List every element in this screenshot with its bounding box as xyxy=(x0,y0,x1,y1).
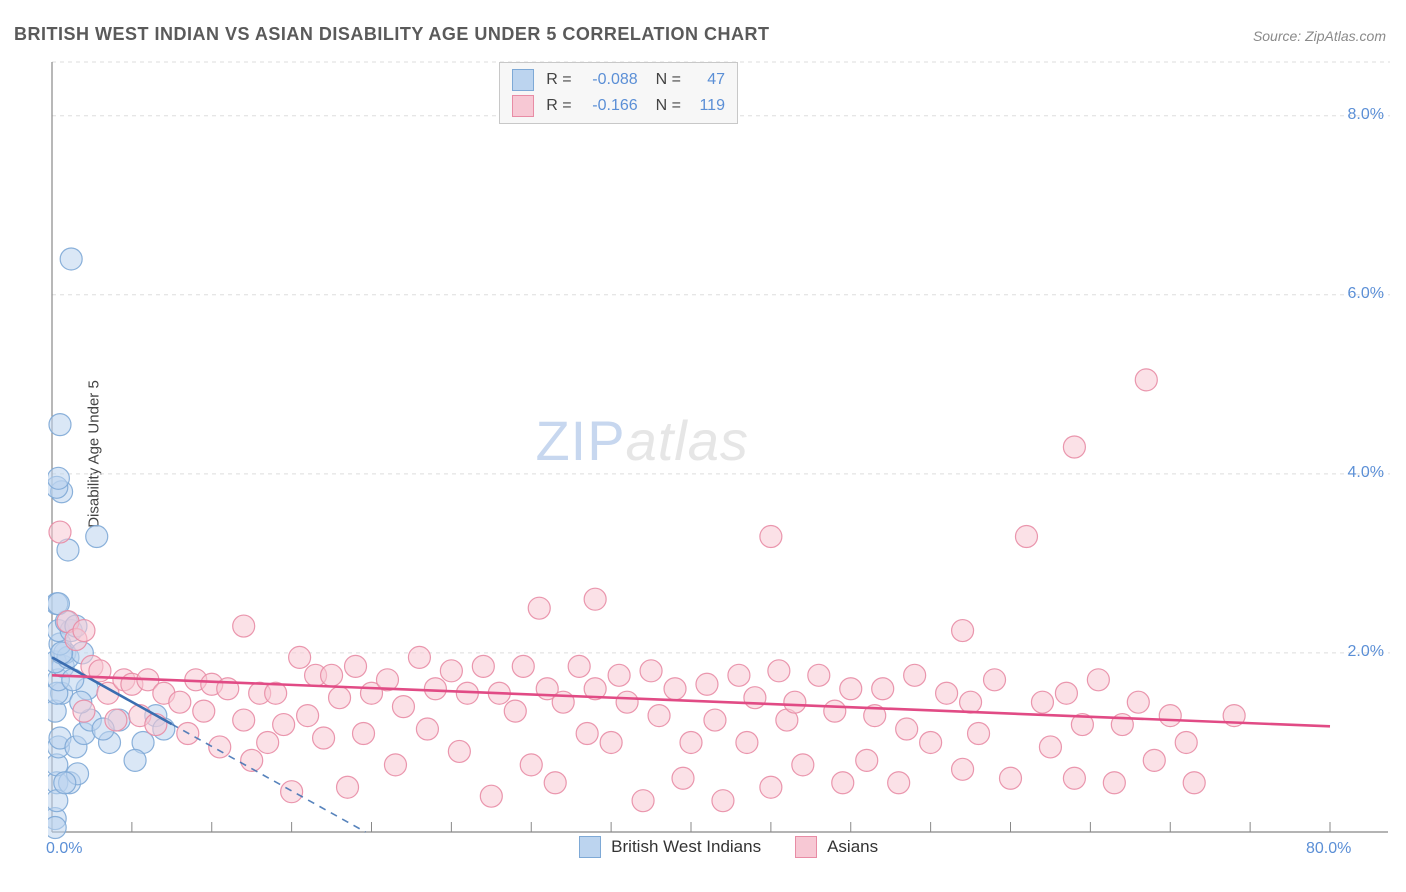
series-legend: British West Indians Asians xyxy=(579,836,878,858)
legend-n-value: 47 xyxy=(689,67,725,93)
source-label: Source: ZipAtlas.com xyxy=(1253,28,1386,44)
legend-r-label: R = xyxy=(546,67,571,93)
x-tick-label: 0.0% xyxy=(46,840,82,858)
legend-r-label: R = xyxy=(546,93,571,119)
chart-title: BRITISH WEST INDIAN VS ASIAN DISABILITY … xyxy=(14,24,770,45)
legend-swatch xyxy=(512,95,534,117)
scatter-plot xyxy=(48,58,1390,850)
legend-swatch xyxy=(579,836,601,858)
legend-item: British West Indians xyxy=(579,836,761,858)
legend-r-value: -0.166 xyxy=(580,93,638,119)
y-tick-label: 6.0% xyxy=(1348,285,1384,303)
legend-label: British West Indians xyxy=(611,837,761,857)
x-tick-label: 80.0% xyxy=(1306,840,1351,858)
legend-swatch xyxy=(512,69,534,91)
y-tick-label: 4.0% xyxy=(1348,464,1384,482)
legend-label: Asians xyxy=(827,837,878,857)
legend-n-label: N = xyxy=(656,67,681,93)
legend-n-value: 119 xyxy=(689,93,725,119)
legend-n-label: N = xyxy=(656,93,681,119)
legend-item: Asians xyxy=(795,836,878,858)
y-tick-label: 2.0% xyxy=(1348,643,1384,661)
legend-r-value: -0.088 xyxy=(580,67,638,93)
legend-swatch xyxy=(795,836,817,858)
y-tick-label: 8.0% xyxy=(1348,106,1384,124)
correlation-legend: R = -0.088 N = 47 R = -0.166 N = 119 xyxy=(499,62,738,124)
chart-container: Disability Age Under 5 ZIPatlas0.0%80.0%… xyxy=(48,58,1390,850)
